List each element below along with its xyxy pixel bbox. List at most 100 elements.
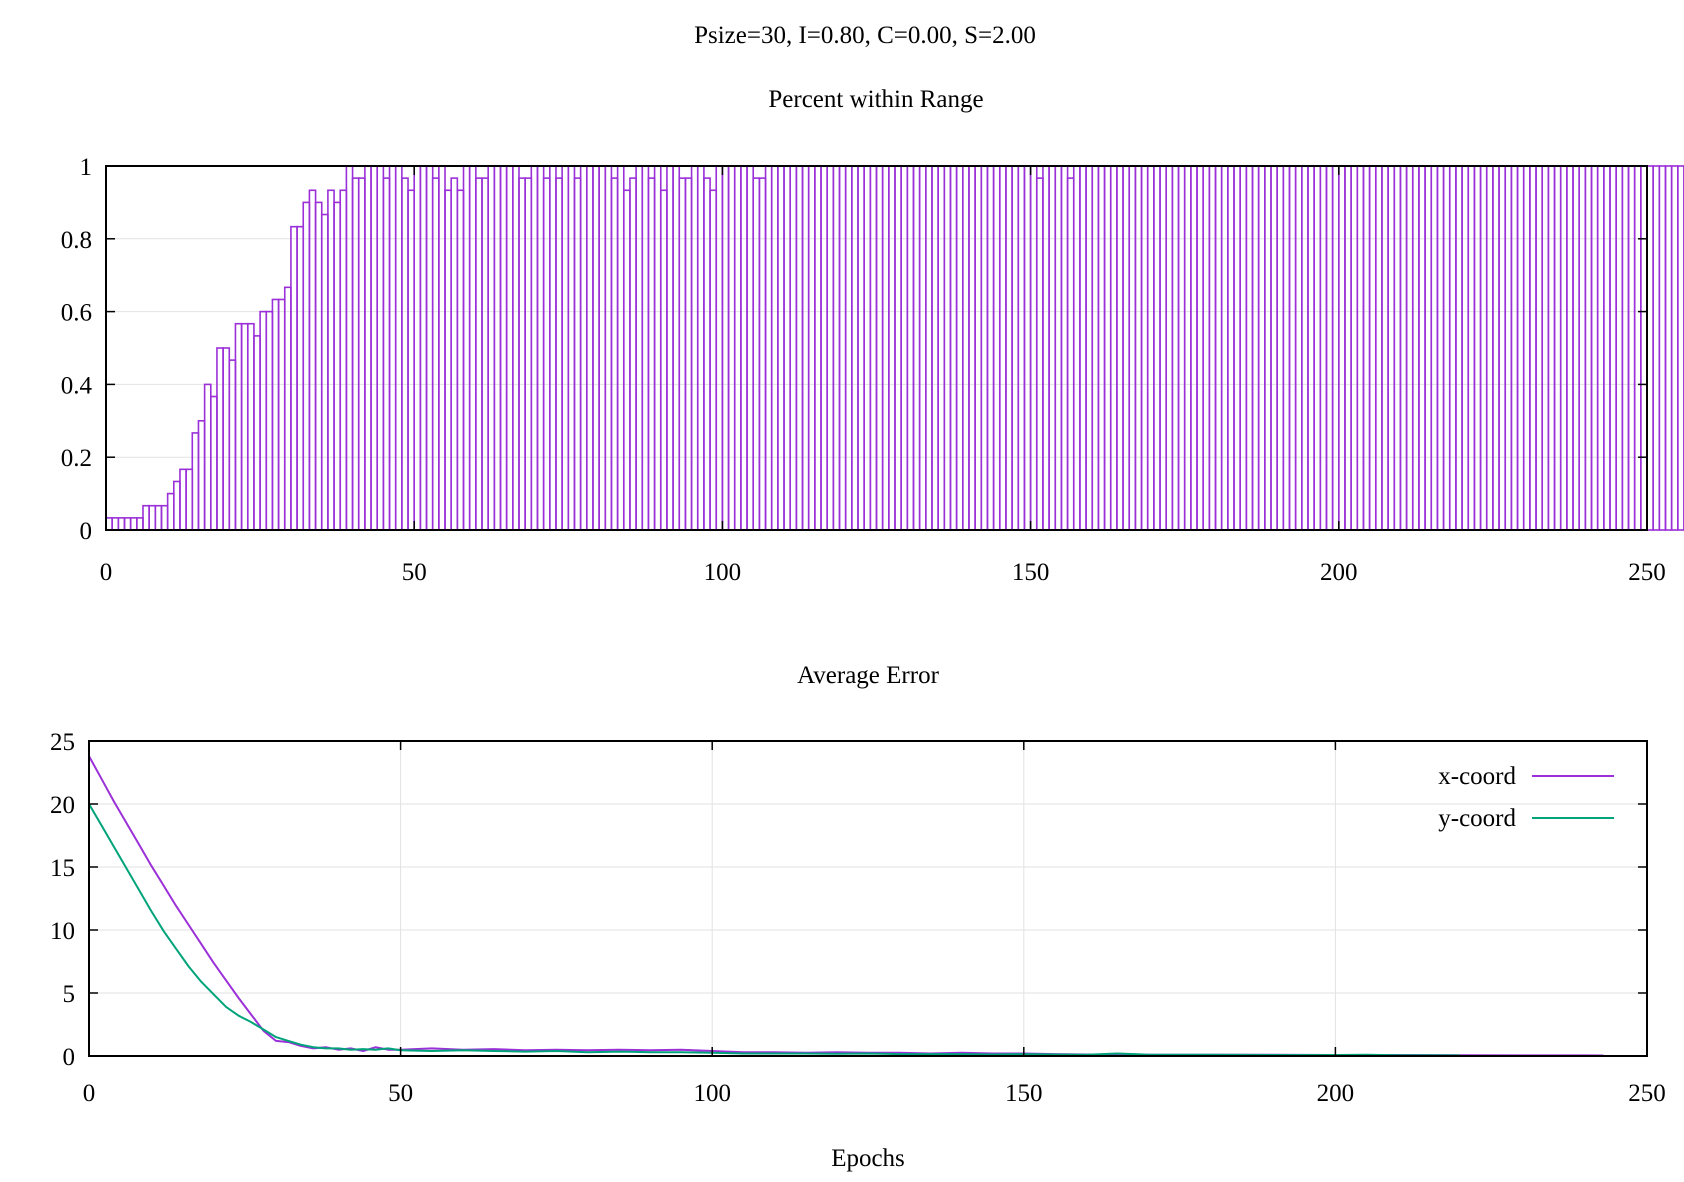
percent-bar bbox=[475, 177, 483, 531]
percent-bar bbox=[641, 165, 650, 531]
percent-bar bbox=[542, 177, 551, 531]
percent-bar bbox=[931, 165, 939, 531]
percent-bar bbox=[974, 165, 983, 531]
percent-bar bbox=[869, 165, 878, 531]
percent-bar bbox=[376, 165, 385, 531]
percent-bar bbox=[758, 177, 767, 531]
percent-bar bbox=[937, 165, 946, 531]
percent-bar bbox=[216, 347, 224, 531]
percent-bar bbox=[240, 322, 249, 531]
percent-bar bbox=[1473, 165, 1482, 531]
percent-bar bbox=[413, 165, 422, 531]
percent-bar bbox=[450, 177, 459, 531]
percent-bar bbox=[1411, 165, 1420, 531]
percent-bar bbox=[259, 310, 268, 531]
percent-bar bbox=[1368, 165, 1377, 531]
percent-bar bbox=[1251, 165, 1260, 531]
error-chart-title: Average Error bbox=[797, 662, 939, 689]
series-line-x-coord bbox=[88, 755, 1604, 1057]
percent-bar bbox=[678, 177, 687, 531]
percent-bar bbox=[555, 177, 563, 531]
percent-bar bbox=[1079, 165, 1087, 531]
percent-bar bbox=[777, 165, 785, 531]
percent-bar bbox=[1202, 165, 1211, 531]
percent-bar bbox=[1547, 165, 1556, 531]
percent-bar bbox=[314, 201, 323, 531]
percent-bar bbox=[1091, 165, 1100, 531]
percent-bar bbox=[1344, 165, 1352, 531]
percent-bar bbox=[1541, 165, 1550, 531]
percent-bar bbox=[308, 189, 317, 531]
percent-bar bbox=[1307, 165, 1315, 531]
percent-bar bbox=[1467, 165, 1476, 531]
error-axes bbox=[88, 740, 1648, 1057]
percent-chart: Percent within Range 0 0.2 0.4 0.6 0.8 1 0 50 1… bbox=[61, 86, 1684, 586]
y-tick-label: 0.2 bbox=[61, 445, 92, 472]
percent-bar bbox=[912, 165, 921, 531]
percent-bar bbox=[820, 165, 828, 531]
error-y-ticks: 0 5 10 15 20 25 bbox=[50, 729, 1647, 1071]
x-tick-label: 0 bbox=[100, 559, 113, 586]
percent-bar bbox=[795, 165, 804, 531]
percent-bar bbox=[672, 165, 681, 531]
percent-bar bbox=[129, 517, 138, 531]
percent-bar bbox=[185, 468, 194, 531]
percent-bar bbox=[592, 165, 600, 531]
x-axis-label: Epochs bbox=[831, 1145, 905, 1172]
percent-bar bbox=[943, 165, 952, 531]
x-tick-label: 100 bbox=[704, 559, 742, 586]
percent-bar bbox=[1670, 165, 1679, 531]
percent-bar bbox=[783, 165, 792, 531]
error-chart: Average Error 0 5 10 15 20 25 0 50 100 150 200 250… bbox=[50, 662, 1666, 1172]
percent-bar bbox=[888, 165, 896, 531]
percent-x-ticks: 0 50 100 150 200 250 bbox=[100, 166, 1666, 586]
percent-bar bbox=[1325, 165, 1334, 531]
percent-bar bbox=[851, 165, 859, 531]
percent-bar bbox=[789, 165, 798, 531]
percent-bar bbox=[1103, 165, 1112, 531]
percent-bar bbox=[1498, 165, 1507, 531]
percent-bar bbox=[1424, 165, 1433, 531]
percent-bar bbox=[573, 177, 582, 531]
percent-bar bbox=[1677, 165, 1684, 531]
percent-bar bbox=[610, 177, 619, 531]
percent-bar bbox=[764, 165, 773, 531]
percent-bar bbox=[438, 165, 446, 531]
error-x-ticks: 0 50 100 150 200 250 bbox=[83, 741, 1666, 1107]
percent-bar bbox=[388, 165, 397, 531]
percent-bar bbox=[1116, 165, 1124, 531]
percent-bar bbox=[881, 165, 890, 531]
percent-bar bbox=[1140, 165, 1149, 531]
percent-bar bbox=[1609, 165, 1617, 531]
figure-title: Psize=30, I=0.80, C=0.00, S=2.00 bbox=[694, 22, 1036, 49]
percent-bar bbox=[733, 165, 742, 531]
percent-bar bbox=[900, 165, 909, 531]
percent-bar bbox=[1553, 165, 1562, 531]
percent-bar bbox=[1529, 165, 1537, 531]
percent-bar bbox=[1479, 165, 1488, 531]
percent-bar bbox=[179, 468, 187, 531]
legend-label: y-coord bbox=[1438, 805, 1516, 832]
x-tick-label: 150 bbox=[1012, 559, 1050, 586]
percent-bar bbox=[968, 165, 976, 531]
percent-axes bbox=[105, 165, 1648, 531]
x-tick-label: 200 bbox=[1317, 1080, 1355, 1107]
plot-frame bbox=[88, 740, 1648, 1057]
percent-bar bbox=[487, 165, 496, 531]
percent-bar bbox=[246, 322, 255, 531]
percent-bar bbox=[709, 189, 718, 531]
percent-bar bbox=[1578, 165, 1587, 531]
percent-bar bbox=[1387, 165, 1396, 531]
percent-bar bbox=[752, 177, 761, 531]
percent-bar bbox=[234, 322, 243, 531]
percent-bar bbox=[1288, 165, 1297, 531]
percent-bar bbox=[536, 165, 545, 531]
percent-bar bbox=[1492, 165, 1500, 531]
percent-bar bbox=[1596, 165, 1605, 531]
x-tick-label: 50 bbox=[388, 1080, 413, 1107]
percent-bar bbox=[1535, 165, 1544, 531]
percent-bar bbox=[148, 504, 157, 531]
percent-bar bbox=[1621, 165, 1630, 531]
percent-bar bbox=[296, 225, 305, 531]
percent-bar bbox=[345, 165, 354, 531]
